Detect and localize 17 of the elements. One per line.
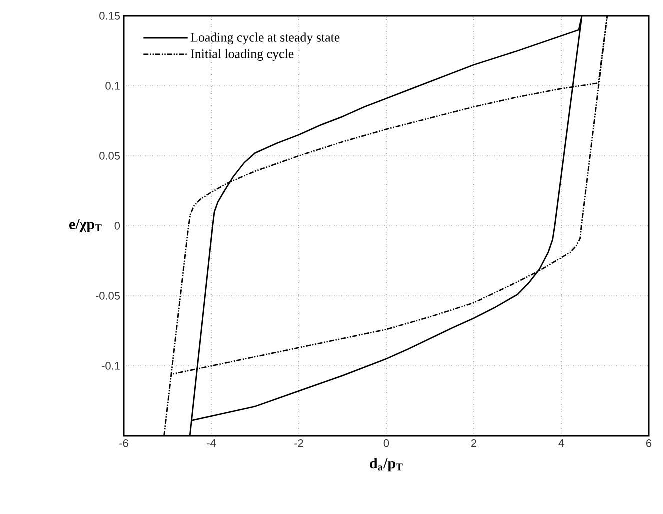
x-tick-label: -2 [294,440,304,448]
y-tick-label: 0.15 [100,12,120,20]
x-tick-label: 6 [646,440,652,448]
x-axis-title: d$_{a}$/p$_{T}$ [370,458,403,472]
x-tick-label: -6 [120,440,128,448]
x-tick-label: 4 [558,440,564,448]
x-tick-label: 2 [472,440,476,448]
y-tick-label: 0.05 [100,152,120,160]
y-tick-label: 0 [114,222,120,230]
y-axis-title: e/χp$_{T}$ [70,219,102,233]
y-tick-label: -0.05 [96,292,120,300]
y-tick-label: 0.1 [106,82,120,90]
y-tick-label: -0.1 [102,362,120,370]
x-tick-label: 0 [384,440,390,448]
x-tick-label: -4 [207,440,216,448]
legend-label: Loading cycle at steady state [190,32,340,45]
legend-label: Initial loading cycle [191,49,294,62]
